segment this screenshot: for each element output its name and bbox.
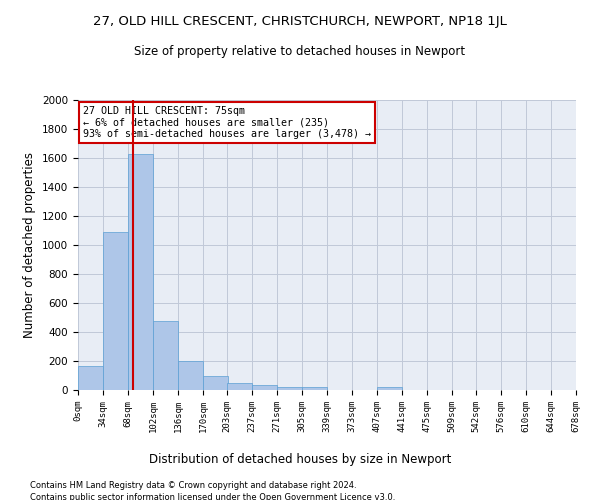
Text: Size of property relative to detached houses in Newport: Size of property relative to detached ho… — [134, 45, 466, 58]
Bar — [203, 376, 228, 390]
Bar — [178, 361, 203, 390]
Bar — [302, 387, 327, 390]
Text: 27 OLD HILL CRESCENT: 75sqm
← 6% of detached houses are smaller (235)
93% of sem: 27 OLD HILL CRESCENT: 75sqm ← 6% of deta… — [83, 106, 371, 139]
Bar — [103, 232, 128, 390]
Bar — [252, 385, 277, 390]
Bar — [128, 154, 153, 390]
Y-axis label: Number of detached properties: Number of detached properties — [23, 152, 37, 338]
Bar — [78, 366, 103, 390]
Text: 27, OLD HILL CRESCENT, CHRISTCHURCH, NEWPORT, NP18 1JL: 27, OLD HILL CRESCENT, CHRISTCHURCH, NEW… — [93, 15, 507, 28]
Bar — [153, 321, 178, 390]
Text: Distribution of detached houses by size in Newport: Distribution of detached houses by size … — [149, 452, 451, 466]
Bar — [227, 384, 252, 390]
Text: Contains HM Land Registry data © Crown copyright and database right 2024.: Contains HM Land Registry data © Crown c… — [30, 481, 356, 490]
Text: Contains public sector information licensed under the Open Government Licence v3: Contains public sector information licen… — [30, 492, 395, 500]
Bar — [377, 387, 402, 390]
Bar — [277, 387, 302, 390]
